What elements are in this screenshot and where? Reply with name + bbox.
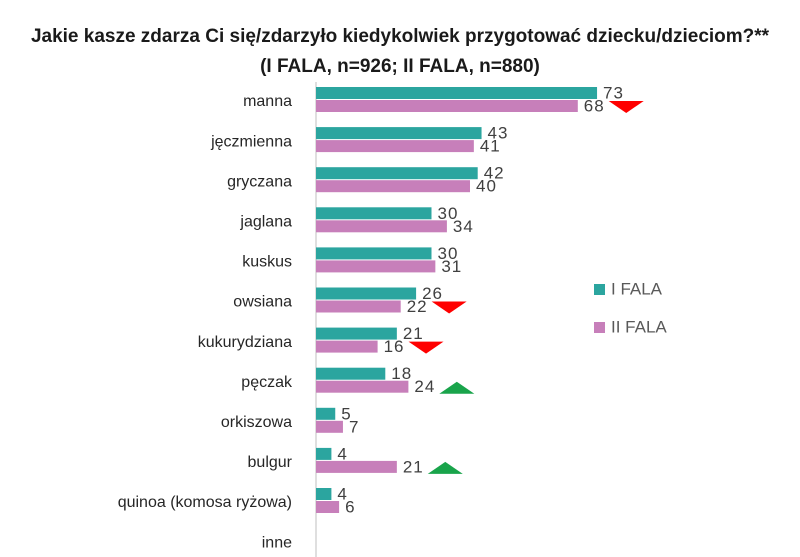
- bar: [316, 300, 401, 313]
- bar: [316, 340, 378, 353]
- bar: [316, 100, 578, 112]
- value-label: 43: [488, 124, 509, 143]
- bar: [316, 260, 436, 273]
- bar: [316, 501, 340, 513]
- value-label: 6: [345, 497, 355, 516]
- category-label: bulgur: [248, 454, 293, 471]
- value-label: 18: [391, 364, 412, 383]
- bar: [316, 327, 397, 340]
- change-marker: [608, 101, 644, 113]
- value-label: 5: [341, 404, 351, 423]
- value-label: 22: [407, 297, 428, 316]
- bar: [316, 460, 397, 473]
- bar: [316, 488, 332, 500]
- bar: [316, 367, 386, 380]
- value-label: 34: [453, 217, 474, 236]
- bar: [316, 407, 336, 420]
- bar: [316, 207, 432, 220]
- category-label: inne: [262, 534, 292, 551]
- bar: [316, 167, 478, 180]
- value-label: 7: [349, 417, 359, 436]
- bar: [316, 380, 409, 393]
- value-label: 41: [480, 137, 501, 156]
- change-marker: [408, 341, 444, 354]
- bar: [316, 127, 482, 140]
- change-marker: [439, 381, 475, 394]
- category-label: kukurydziana: [198, 334, 292, 351]
- category-label: manna: [243, 93, 292, 110]
- value-label: 42: [484, 164, 505, 183]
- legend-swatch: [594, 322, 605, 333]
- bar: [316, 420, 343, 433]
- bar: [316, 87, 598, 99]
- bar: [316, 180, 470, 193]
- chart-title: Jakie kasze zdarza Ci się/zdarzyło kiedy…: [31, 26, 770, 47]
- category-label: kuskus: [242, 254, 292, 271]
- value-label: 40: [476, 177, 497, 196]
- bar: [316, 287, 417, 300]
- value-label: 31: [441, 257, 462, 276]
- category-label: orkiszowa: [221, 414, 292, 431]
- value-label: 4: [337, 444, 347, 463]
- category-label: owsiana: [233, 294, 292, 311]
- legend-label: I FALA: [611, 279, 663, 298]
- value-label: 21: [403, 457, 424, 476]
- value-label: 26: [422, 284, 443, 303]
- bar: [316, 220, 447, 233]
- bar: [316, 247, 432, 260]
- change-marker: [427, 461, 463, 474]
- category-label: gryczana: [227, 173, 292, 190]
- bar: [316, 140, 474, 153]
- category-label: pęczak: [241, 374, 293, 391]
- bar: [316, 447, 332, 460]
- value-label: 30: [438, 204, 459, 223]
- value-label: 73: [603, 83, 624, 102]
- change-marker: [431, 301, 467, 314]
- category-label: jaglana: [239, 214, 292, 231]
- legend-label: II FALA: [611, 317, 667, 336]
- value-label: 68: [584, 96, 605, 115]
- legend-swatch: [594, 284, 605, 295]
- category-label: quinoa (komosa ryżowa): [118, 494, 292, 511]
- value-label: 24: [414, 377, 435, 396]
- chart-subtitle: (I FALA, n=926; II FALA, n=880): [260, 56, 540, 77]
- value-label: 21: [403, 324, 424, 343]
- value-label: 4: [337, 484, 347, 503]
- value-label: 30: [438, 244, 459, 263]
- category-label: jęczmienna: [210, 133, 292, 150]
- value-label: 16: [384, 337, 405, 356]
